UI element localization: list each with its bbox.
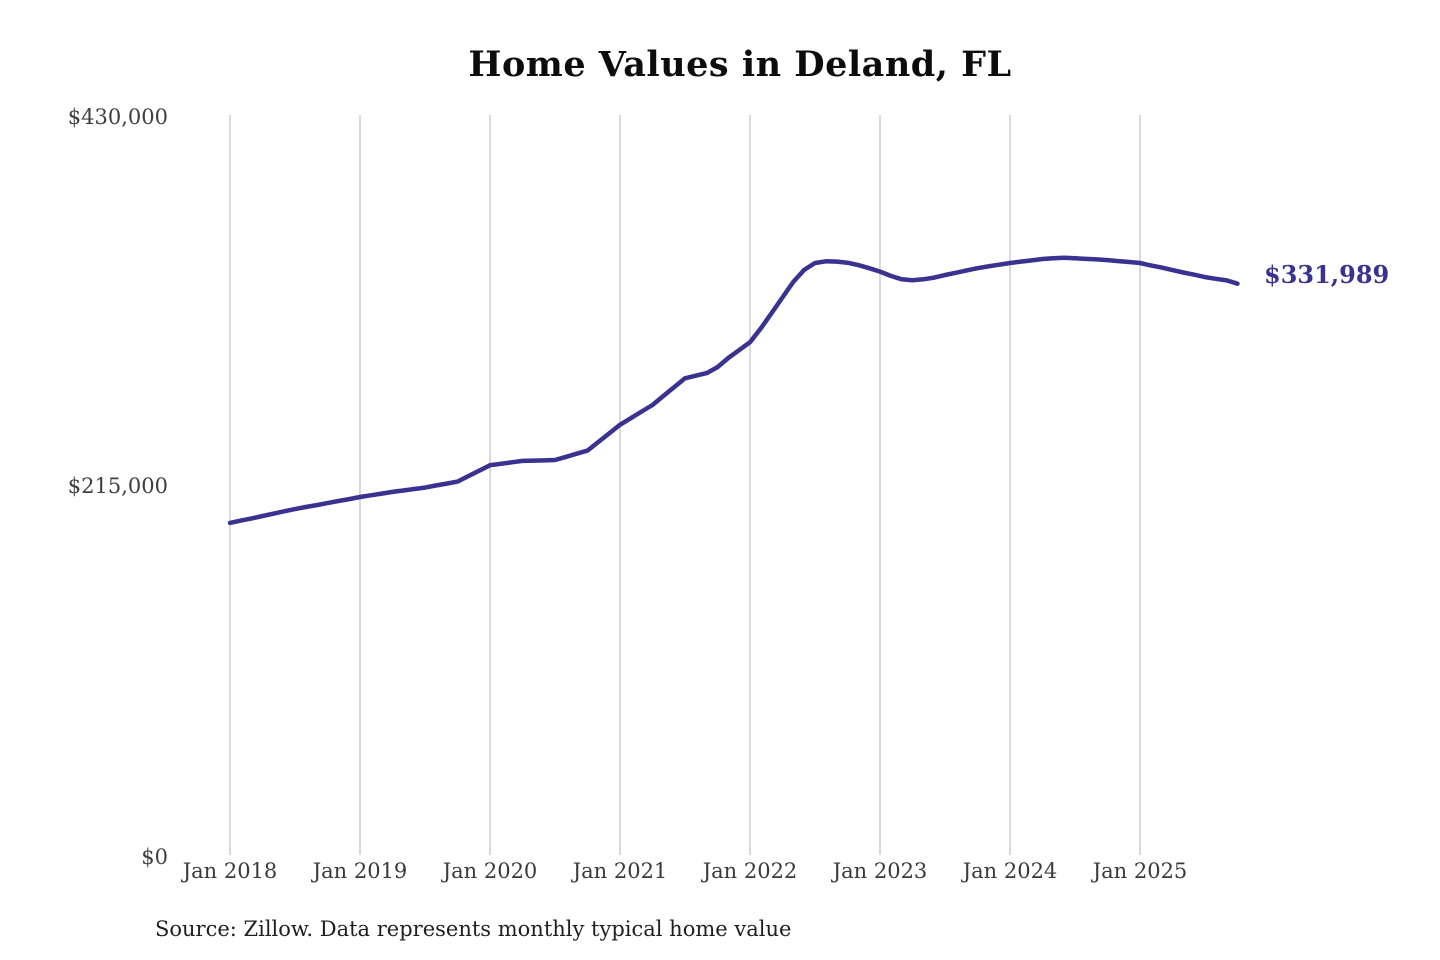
latest-value-label: $331,989 bbox=[1264, 260, 1390, 289]
chart-title: Home Values in Deland, FL bbox=[468, 44, 1012, 85]
value-line bbox=[227, 255, 1240, 526]
x-axis-tick-label: Jan 2018 bbox=[182, 859, 278, 883]
gridlines bbox=[229, 115, 1141, 855]
y-axis-label-0: $0 bbox=[141, 845, 168, 869]
x-axis: Jan 2018 Jan 2019 Jan 2020 Jan 2021 Jan 2022… bbox=[0, 857, 1440, 889]
x-axis-tick-label: Jan 2022 bbox=[702, 859, 798, 883]
x-axis-tick-label: Jan 2019 bbox=[312, 859, 408, 883]
y-axis-label-430000: $430,000 bbox=[67, 105, 168, 129]
x-axis-tick-label: Jan 2024 bbox=[962, 859, 1058, 883]
source-note: Source: Zillow. Data represents monthly … bbox=[155, 917, 792, 941]
x-axis-tick-label: Jan 2025 bbox=[1092, 859, 1188, 883]
x-axis-tick-label: Jan 2021 bbox=[572, 859, 668, 883]
x-axis-tick-label: Jan 2023 bbox=[832, 859, 928, 883]
y-axis-label-215000: $215,000 bbox=[67, 474, 168, 498]
x-axis-tick-label: Jan 2020 bbox=[442, 859, 538, 883]
